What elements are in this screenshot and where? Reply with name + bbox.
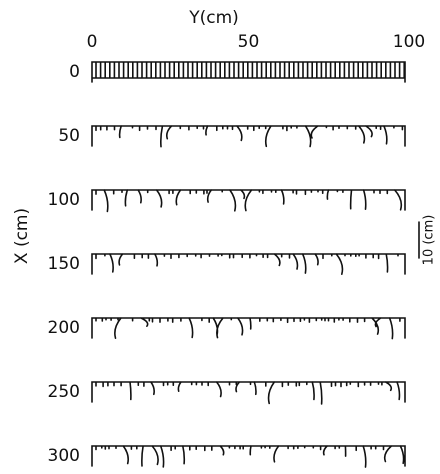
x-tick-label: 150 (48, 254, 80, 274)
x-tick-label: 300 (48, 446, 80, 466)
crack-strip (91, 125, 406, 148)
crack-strip (91, 253, 406, 275)
crack-strip (91, 381, 406, 405)
y-tick-label: 50 (238, 32, 260, 52)
x-tick-label: 250 (48, 382, 80, 402)
crack-strip (91, 189, 406, 213)
x-tick-label: 0 (69, 62, 80, 82)
x-tick-label: 50 (58, 126, 80, 146)
y-axis-label: Y(cm) (188, 8, 239, 28)
y-tick-label: 100 (393, 32, 425, 52)
x-axis-label: X (cm) (12, 208, 32, 264)
y-tick-label: 0 (87, 32, 98, 52)
x-tick-label: 100 (48, 190, 80, 210)
ruler (91, 61, 406, 83)
crack-strip (91, 317, 406, 340)
x-tick-label: 200 (48, 318, 80, 338)
crack-strip (91, 445, 406, 468)
scale-bar-label: 10 (cm) (422, 215, 437, 266)
